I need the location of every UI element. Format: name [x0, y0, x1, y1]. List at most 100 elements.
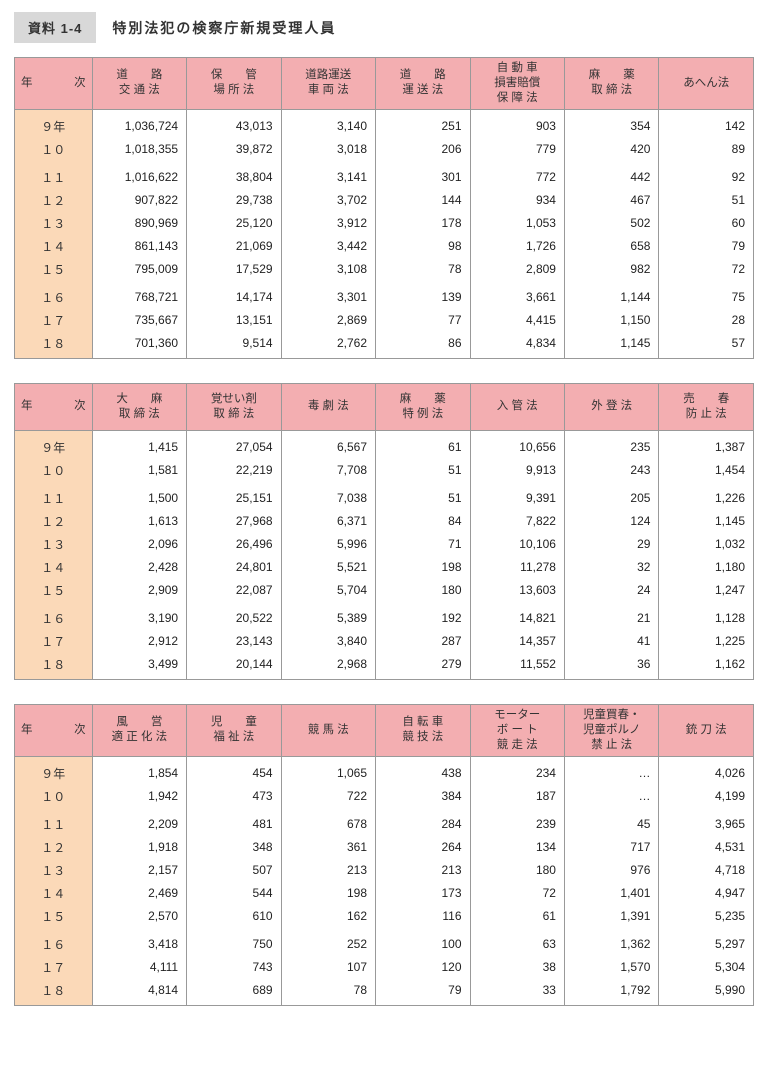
data-cell: 6,567 [281, 430, 375, 459]
data-cell: 438 [376, 756, 470, 785]
data-cell: 717 [564, 836, 658, 859]
data-cell: 78 [281, 979, 375, 1006]
data-cell: 72 [659, 258, 754, 281]
col-header: 麻 薬取 締 法 [564, 58, 658, 110]
data-cell: 24,801 [187, 556, 281, 579]
data-cell: 1,854 [92, 756, 186, 785]
data-cell: 51 [376, 482, 470, 510]
year-cell: １０ [15, 138, 93, 161]
data-cell: 768,721 [92, 281, 186, 309]
year-cell: １６ [15, 928, 93, 956]
data-cell: 1,362 [564, 928, 658, 956]
data-cell: 38 [470, 956, 564, 979]
col-header: 麻 薬特 例 法 [376, 383, 470, 430]
data-cell: 251 [376, 109, 470, 138]
data-cell: 4,834 [470, 332, 564, 359]
data-cell: 239 [470, 808, 564, 836]
data-cell: 21,069 [187, 235, 281, 258]
data-cell: 180 [376, 579, 470, 602]
data-cell: 173 [376, 882, 470, 905]
year-cell: １２ [15, 510, 93, 533]
data-cell: 84 [376, 510, 470, 533]
col-header: 児 童福 祉 法 [187, 704, 281, 756]
data-cell: 1,918 [92, 836, 186, 859]
data-cell: 1,128 [659, 602, 754, 630]
data-cell: 9,913 [470, 459, 564, 482]
year-cell: １５ [15, 579, 93, 602]
data-cell: 481 [187, 808, 281, 836]
data-cell: 1,065 [281, 756, 375, 785]
col-header: 児童買春・児童ポルノ禁 止 法 [564, 704, 658, 756]
year-cell: １３ [15, 533, 93, 556]
data-cell: 3,190 [92, 602, 186, 630]
data-cell: 1,581 [92, 459, 186, 482]
col-header: 毒 劇 法 [281, 383, 375, 430]
data-cell: 354 [564, 109, 658, 138]
col-header: 自 転 車競 技 法 [376, 704, 470, 756]
col-header: 道 路運 送 法 [376, 58, 470, 110]
data-cell: 26,496 [187, 533, 281, 556]
col-header: 売 春防 止 法 [659, 383, 754, 430]
year-cell: １８ [15, 979, 93, 1006]
data-cell: 3,840 [281, 630, 375, 653]
data-cell: 5,704 [281, 579, 375, 602]
data-cell: 3,702 [281, 189, 375, 212]
data-cell: 5,297 [659, 928, 754, 956]
data-cell: 1,150 [564, 309, 658, 332]
data-cell: 4,111 [92, 956, 186, 979]
data-cell: 20,522 [187, 602, 281, 630]
data-cell: 107 [281, 956, 375, 979]
col-header: 道路運送車 両 法 [281, 58, 375, 110]
data-cell: 10,106 [470, 533, 564, 556]
data-cell: 61 [376, 430, 470, 459]
data-cell: 279 [376, 653, 470, 680]
data-cell: 134 [470, 836, 564, 859]
year-cell: １８ [15, 653, 93, 680]
data-cell: 6,371 [281, 510, 375, 533]
data-cell: 27,054 [187, 430, 281, 459]
data-table-1: 年次大 麻取 締 法覚せい剤取 締 法毒 劇 法麻 薬特 例 法入 管 法外 登… [14, 383, 754, 680]
title-text: 特別法犯の検察庁新規受理人員 [96, 18, 336, 38]
col-header: 外 登 法 [564, 383, 658, 430]
data-cell: 243 [564, 459, 658, 482]
data-cell: 14,357 [470, 630, 564, 653]
data-cell: 13,603 [470, 579, 564, 602]
document-title-row: 資料 1-4 特別法犯の検察庁新規受理人員 [14, 12, 754, 43]
data-cell: 187 [470, 785, 564, 808]
data-cell: 36 [564, 653, 658, 680]
data-cell: 678 [281, 808, 375, 836]
data-cell: 1,145 [659, 510, 754, 533]
data-cell: 2,809 [470, 258, 564, 281]
data-cell: 78 [376, 258, 470, 281]
data-cell: 701,360 [92, 332, 186, 359]
data-cell: 861,143 [92, 235, 186, 258]
data-cell: … [564, 785, 658, 808]
data-cell: 982 [564, 258, 658, 281]
data-table-2: 年次風 営適 正 化 法児 童福 祉 法競 馬 法自 転 車競 技 法モーターボ… [14, 704, 754, 1006]
data-cell: 23,143 [187, 630, 281, 653]
data-cell: 7,708 [281, 459, 375, 482]
data-cell: 454 [187, 756, 281, 785]
year-cell: １７ [15, 309, 93, 332]
data-cell: 22,219 [187, 459, 281, 482]
data-cell: 11,552 [470, 653, 564, 680]
col-header: 銃 刀 法 [659, 704, 754, 756]
year-cell: １７ [15, 956, 93, 979]
data-cell: 3,018 [281, 138, 375, 161]
data-cell: 9,391 [470, 482, 564, 510]
data-cell: 86 [376, 332, 470, 359]
data-cell: 1,032 [659, 533, 754, 556]
year-cell: １５ [15, 258, 93, 281]
data-cell: 2,469 [92, 882, 186, 905]
data-cell: 2,570 [92, 905, 186, 928]
data-cell: 1,145 [564, 332, 658, 359]
data-cell: 3,912 [281, 212, 375, 235]
data-cell: 79 [659, 235, 754, 258]
data-cell: 722 [281, 785, 375, 808]
data-cell: 71 [376, 533, 470, 556]
col-header: 保 管場 所 法 [187, 58, 281, 110]
data-cell: 384 [376, 785, 470, 808]
data-cell: 213 [281, 859, 375, 882]
data-cell: 24 [564, 579, 658, 602]
data-cell: 2,096 [92, 533, 186, 556]
